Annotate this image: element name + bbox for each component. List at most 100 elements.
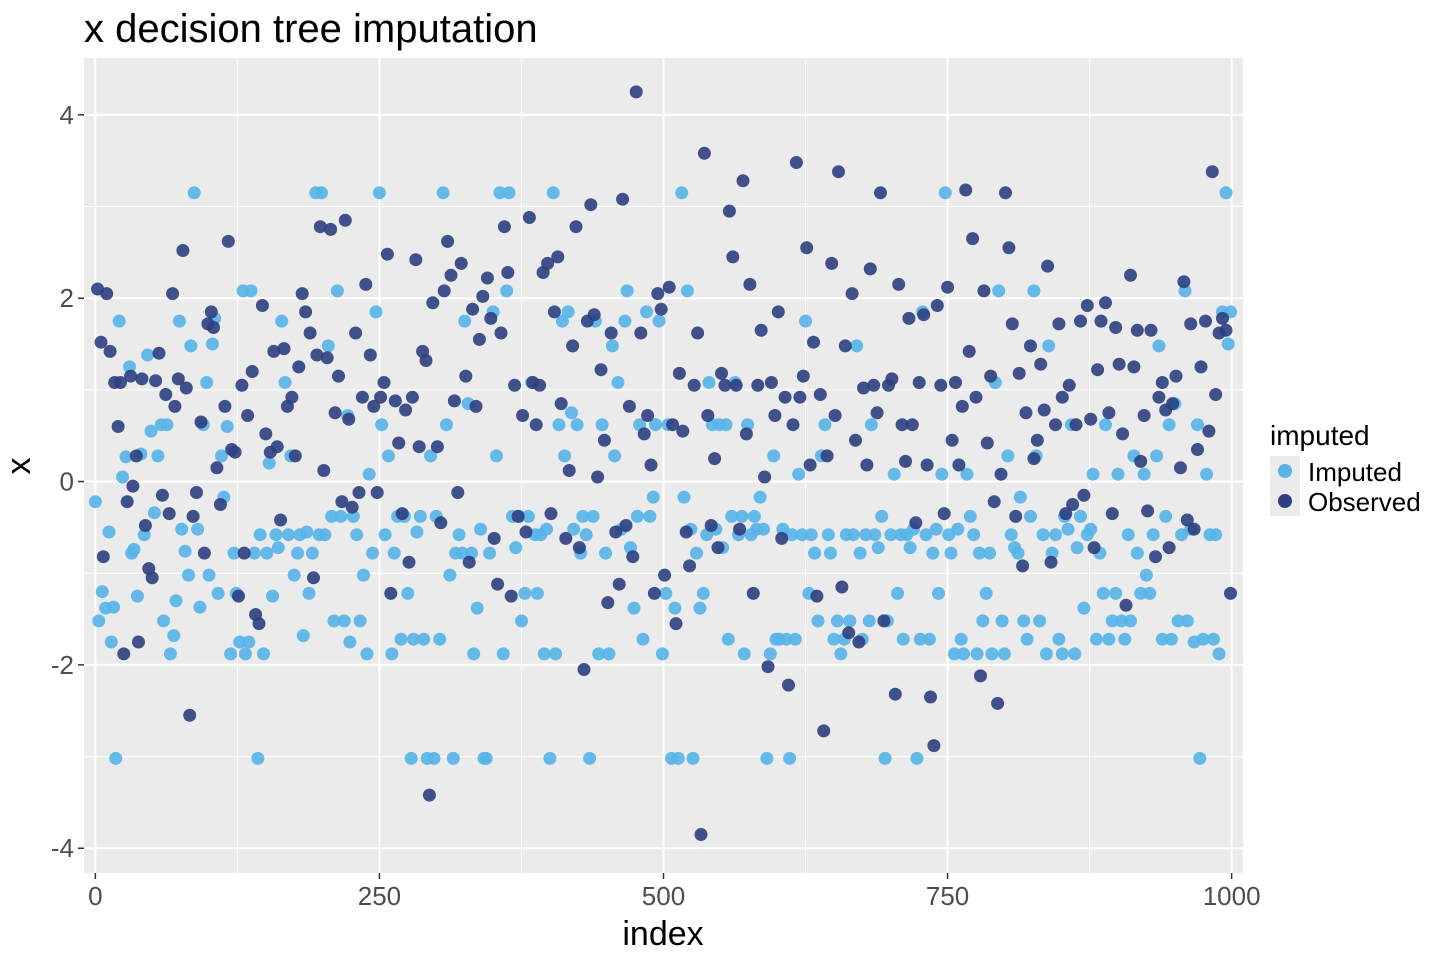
data-point-observed	[1184, 317, 1198, 331]
data-point-imputed	[864, 418, 878, 432]
data-point-imputed	[1114, 614, 1128, 628]
data-point-imputed	[605, 339, 619, 353]
y-tick-label: -2	[51, 650, 74, 680]
data-point-imputed	[104, 635, 118, 649]
data-point-imputed	[586, 509, 600, 523]
data-point-observed	[1202, 424, 1216, 438]
data-point-imputed	[808, 546, 822, 560]
data-point-imputed	[652, 314, 666, 328]
data-point-observed	[480, 271, 494, 285]
data-point-imputed	[1221, 337, 1235, 351]
data-point-observed	[1037, 403, 1051, 417]
data-point-observed	[270, 440, 284, 454]
data-point-imputed	[763, 647, 777, 661]
data-point-imputed	[671, 751, 685, 765]
data-point-observed	[1199, 314, 1212, 328]
data-point-imputed	[144, 424, 158, 438]
data-point-imputed	[109, 751, 123, 765]
data-point-observed	[426, 296, 440, 310]
data-point-imputed	[446, 751, 460, 765]
data-point-observed	[430, 440, 444, 454]
data-point-imputed	[922, 632, 936, 646]
data-point-observed	[658, 568, 672, 582]
data-point-imputed	[1171, 614, 1185, 628]
data-point-observed	[838, 339, 852, 353]
data-point-imputed	[878, 751, 892, 765]
data-point-observed	[577, 663, 591, 676]
data-point-imputed	[871, 541, 885, 555]
data-point-imputed	[296, 629, 310, 643]
legend-label-imputed: Imputed	[1308, 457, 1402, 487]
data-point-observed	[832, 165, 845, 179]
data-point-observed	[687, 378, 701, 392]
data-point-observed	[930, 299, 944, 312]
data-point-observed	[941, 280, 955, 294]
data-point-observed	[739, 427, 753, 441]
x-tick-label: 750	[926, 881, 969, 911]
legend-observed-swatch	[1278, 494, 1292, 508]
data-point-observed	[852, 635, 866, 649]
data-point-observed	[679, 525, 693, 539]
data-point-imputed	[976, 614, 990, 628]
data-point-imputed	[1089, 632, 1103, 646]
data-point-observed	[1194, 360, 1208, 374]
data-point-observed	[324, 222, 338, 236]
data-point-observed	[666, 418, 680, 432]
data-point-imputed	[970, 647, 984, 661]
data-point-observed	[708, 452, 722, 466]
data-point-observed	[711, 541, 725, 555]
data-point-imputed	[458, 314, 472, 328]
data-point-observed	[213, 498, 227, 511]
data-point-observed	[466, 302, 480, 316]
data-point-imputed	[157, 614, 170, 628]
data-point-observed	[135, 372, 149, 386]
data-point-imputed	[576, 509, 590, 523]
x-tick-label: 500	[642, 881, 685, 911]
data-point-observed	[437, 284, 451, 298]
data-point-observed	[405, 390, 419, 404]
data-point-observed	[422, 788, 436, 802]
data-point-observed	[355, 390, 369, 404]
data-point-observed	[1087, 541, 1101, 555]
data-point-imputed	[611, 376, 625, 389]
data-point-observed	[994, 467, 1008, 481]
data-point-observed	[637, 427, 651, 441]
data-point-observed	[1009, 509, 1023, 523]
data-point-imputed	[1150, 449, 1164, 463]
data-point-observed	[751, 378, 765, 392]
data-point-observed	[683, 559, 697, 573]
data-point-observed	[221, 234, 235, 248]
data-point-observed	[103, 344, 117, 358]
data-point-observed	[412, 440, 426, 454]
data-point-observed	[629, 85, 643, 99]
data-point-imputed	[795, 528, 809, 542]
data-point-imputed	[919, 528, 933, 542]
data-point-imputed	[410, 525, 424, 539]
data-point-observed	[626, 550, 640, 564]
data-point-imputed	[147, 506, 161, 520]
data-point-observed	[1012, 366, 1026, 380]
data-point-observed	[307, 571, 320, 585]
data-point-imputed	[552, 418, 566, 432]
data-point-observed	[1180, 513, 1194, 527]
data-point-observed	[374, 390, 388, 404]
data-point-imputed	[1139, 568, 1153, 582]
data-point-imputed	[238, 647, 252, 661]
data-point-observed	[559, 531, 573, 545]
data-point-imputed	[643, 509, 657, 523]
data-point-imputed	[821, 528, 835, 542]
data-point-observed	[1116, 427, 1130, 441]
data-point-observed	[701, 409, 715, 422]
data-point-imputed	[242, 635, 256, 649]
data-point-observed	[654, 302, 668, 316]
data-point-observed	[295, 287, 309, 301]
data-point-imputed	[1118, 632, 1132, 646]
data-point-imputed	[440, 418, 453, 432]
data-point-observed	[912, 376, 926, 389]
data-point-observed	[845, 287, 859, 301]
data-point-observed	[1080, 299, 1094, 312]
data-point-imputed	[215, 449, 228, 463]
data-point-imputed	[804, 528, 818, 542]
data-point-imputed	[424, 449, 438, 463]
data-point-observed	[849, 433, 862, 447]
